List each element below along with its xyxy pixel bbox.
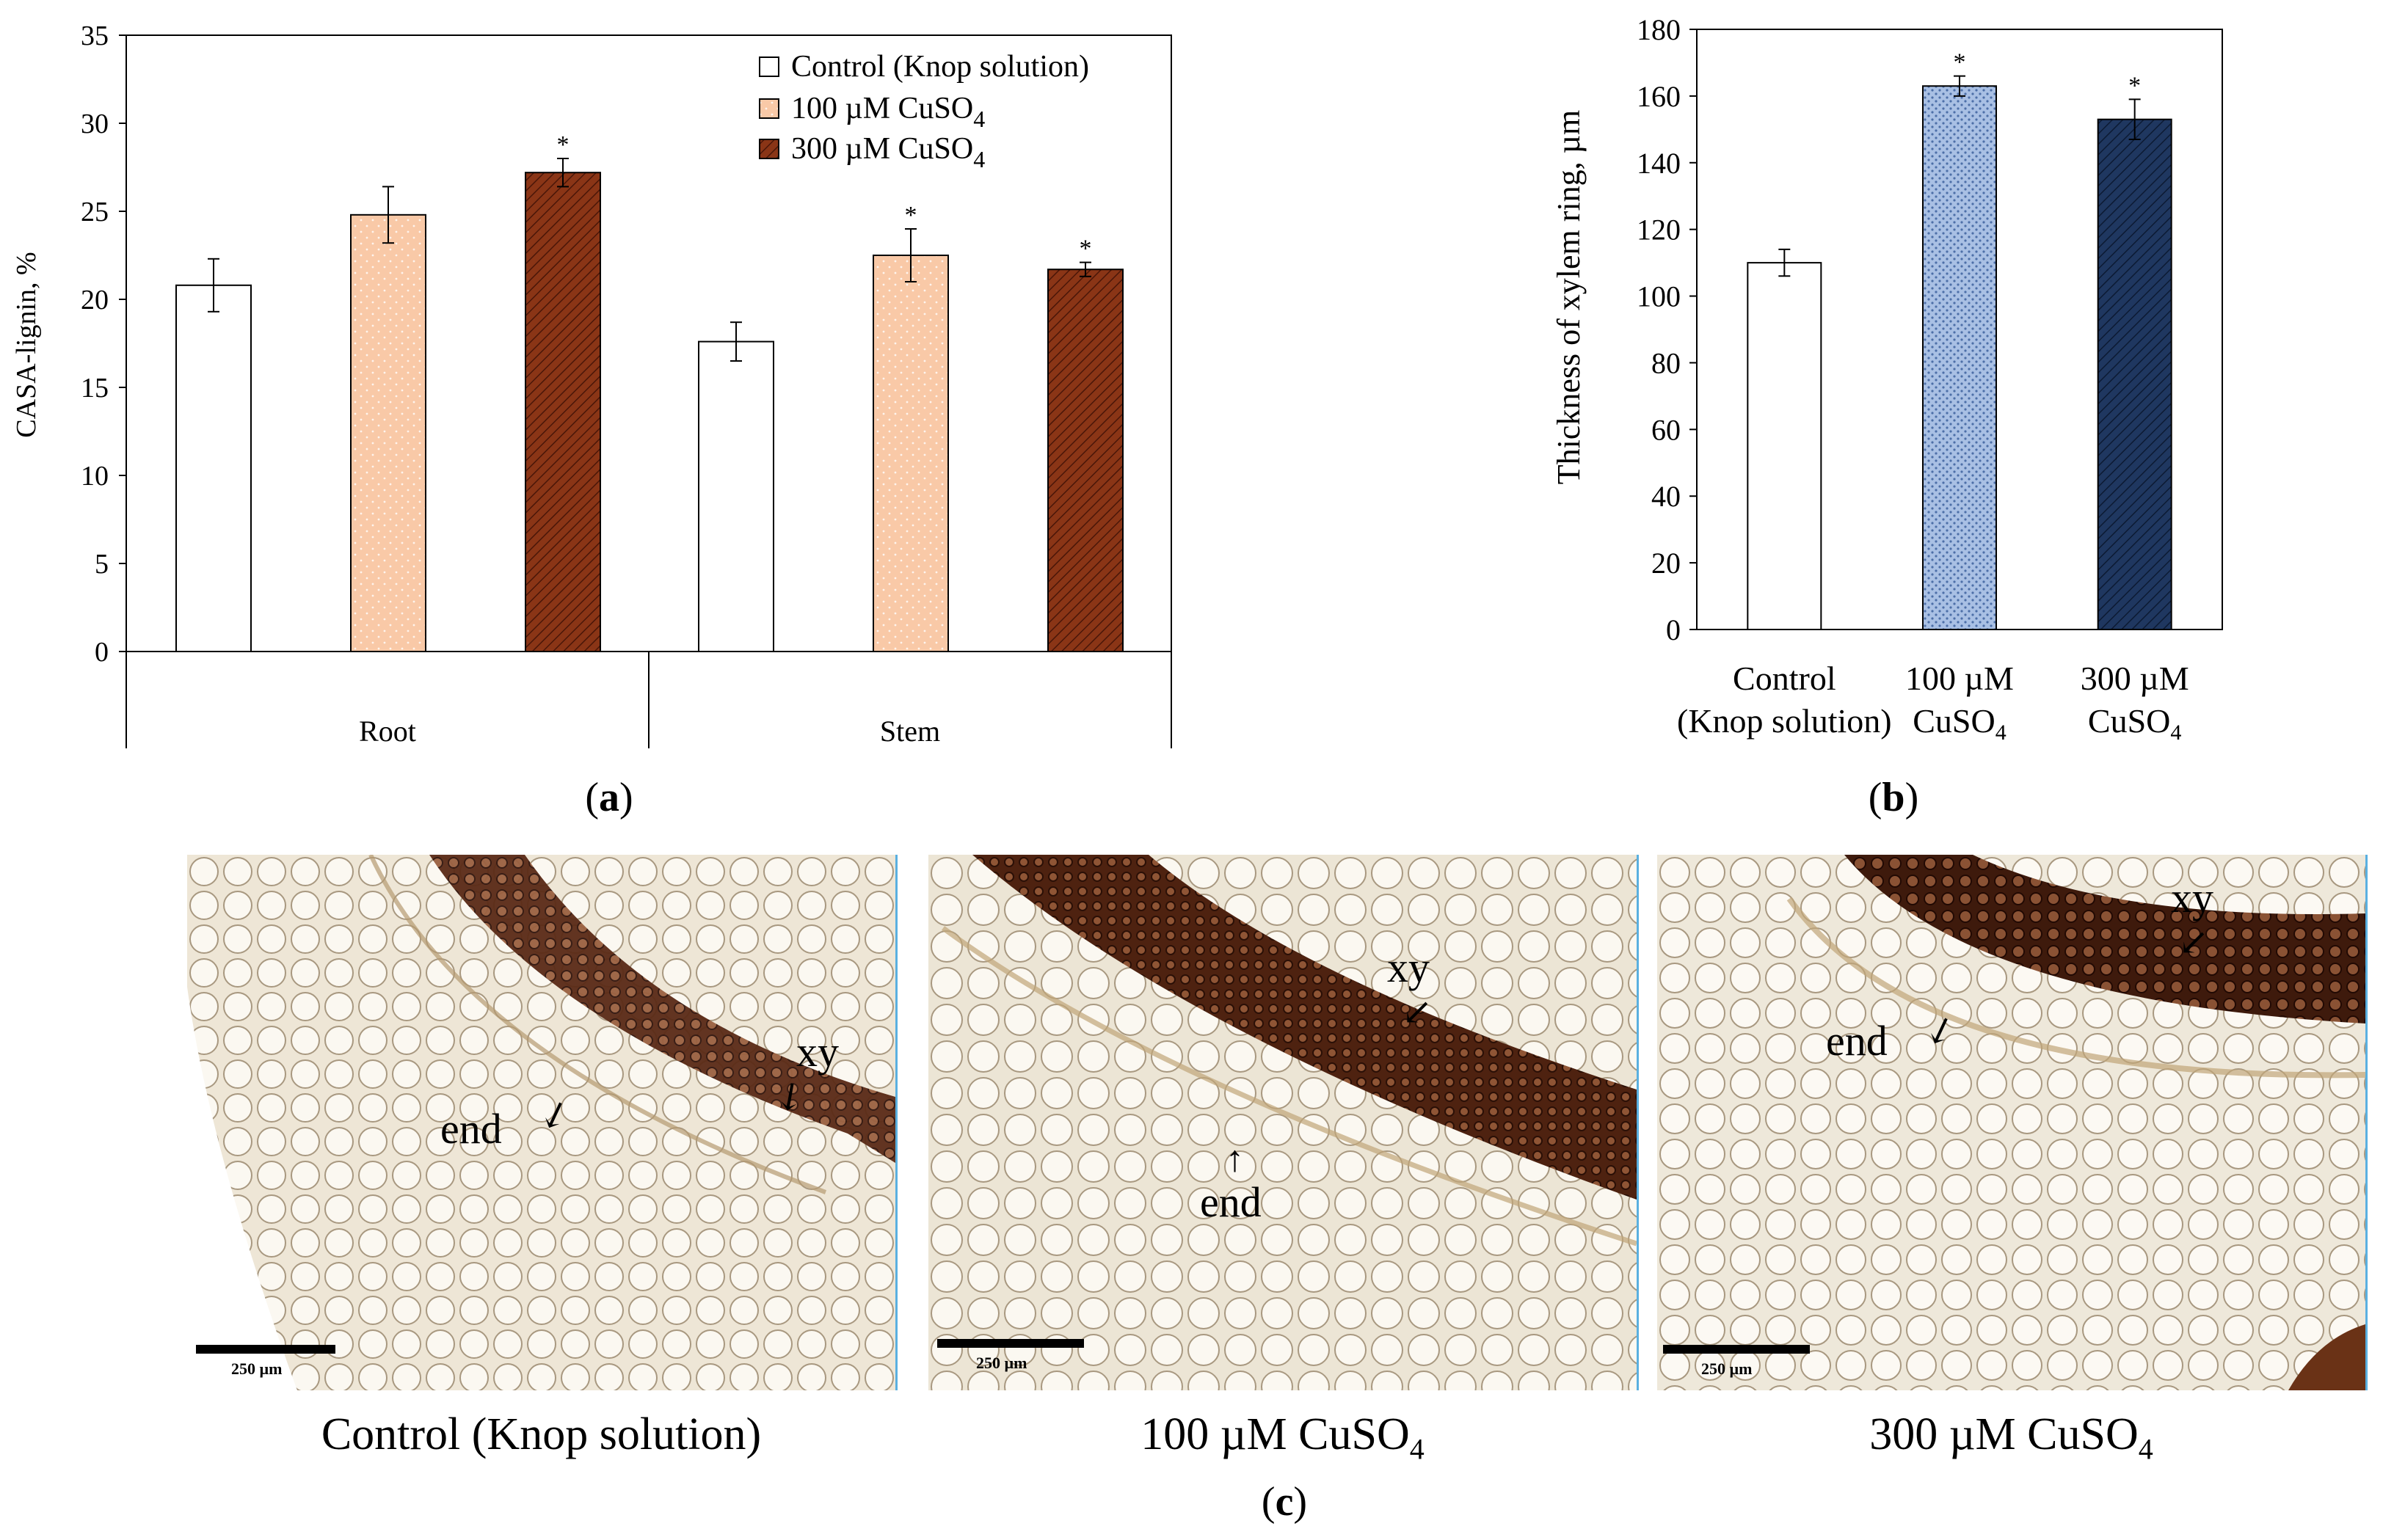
chart-a-ytick-label: 35	[81, 21, 109, 51]
label-end-control: end	[440, 1105, 502, 1153]
caption-300: 300 µM CuSO4	[1869, 1409, 2153, 1466]
chart-b-ytick-label: 100	[1637, 280, 1681, 313]
chart-a-ytick-label: 5	[95, 549, 109, 580]
scale-label-100: 250 µm	[976, 1354, 1027, 1372]
chart-a-axes: 0 5 10 15 20 25 30 35 Root Stem	[81, 21, 1172, 748]
caption-control: Control (Knop solution)	[321, 1409, 762, 1459]
chart-a-bar	[175, 284, 252, 652]
chart-a-ytick-label: 15	[81, 373, 109, 404]
chart-b-bar	[1747, 262, 1822, 630]
micrograph-300: xy ↙ end ↙ 250 µm	[1657, 855, 2368, 1390]
legend-entry-100: 100 µM CuSO4	[791, 92, 985, 132]
arrow-end-100: ↑	[1226, 1138, 1244, 1179]
chart-a-significance-marker: *	[905, 202, 917, 229]
label-end-100: end	[1200, 1178, 1262, 1226]
chart-b-bars: **	[1747, 49, 2172, 630]
chart-b-significance-marker: *	[2128, 72, 2141, 99]
chart-a-ytick-label: 20	[81, 285, 109, 315]
chart-b-ytick-label: 160	[1637, 80, 1681, 113]
legend-swatch-control	[759, 56, 779, 77]
scale-label-300: 250 µm	[1701, 1360, 1753, 1378]
chart-a-bar	[1047, 269, 1124, 652]
chart-b-bar	[1922, 85, 1997, 630]
chart-a-bar	[873, 255, 949, 652]
caption-100: 100 µM CuSO4	[1140, 1409, 1425, 1466]
legend-swatch-100	[759, 98, 779, 119]
chart-b: 0 20 40 60 80 100 120 140 160 180 Control (Knop sol…	[1551, 13, 2223, 745]
chart-b-ytick-label: 20	[1651, 547, 1681, 580]
chart-b-significance-marker: *	[1954, 49, 1966, 76]
arrow-xy-300: ↙	[2178, 922, 2209, 963]
chart-a-ylabel: CASA-lignin, %	[11, 252, 42, 437]
chart-a: 0 5 10 15 20 25 30 35 Root Stem * * * CASA-lignin, …	[11, 21, 1172, 748]
scale-bar-300	[1663, 1345, 1810, 1354]
chart-a-plot-frame	[125, 34, 1172, 652]
chart-b-ytick-label: 40	[1651, 480, 1681, 513]
chart-a-category-label: Stem	[880, 715, 940, 748]
chart-b-ytick-label: 60	[1651, 413, 1681, 446]
chart-a-significance-marker: *	[557, 131, 570, 158]
chart-a-ytick-label: 10	[81, 461, 109, 492]
chart-a-bars: * * *	[175, 131, 1124, 652]
panel-label-b: (b)	[1868, 775, 1919, 820]
chart-b-bar	[2097, 118, 2172, 630]
micrograph-control: xy ↙ end ↙ 250 µm	[187, 855, 898, 1390]
chart-b-category-label-line1: 300 µM	[2081, 660, 2189, 697]
panel-label-a: (a)	[585, 775, 633, 820]
panel-label-c: (c)	[1261, 1479, 1308, 1525]
chart-a-category-label: Root	[359, 715, 416, 748]
scale-bar-100	[937, 1339, 1084, 1348]
chart-b-ytick-label: 120	[1637, 214, 1681, 247]
label-end-300: end	[1826, 1017, 1888, 1065]
chart-a-ytick-label: 0	[95, 637, 109, 668]
chart-b-category-label-line2: CuSO4	[2088, 702, 2181, 745]
chart-a-ytick-label: 25	[81, 197, 109, 227]
legend-entry-300: 300 µM CuSO4	[791, 132, 985, 172]
chart-b-ytick-label: 140	[1637, 147, 1681, 180]
micrograph-100: xy ↙ end ↑ 250 µm	[928, 855, 1639, 1390]
scale-bar-control	[196, 1345, 335, 1354]
chart-b-ytick-label: 80	[1651, 346, 1681, 379]
label-xy-control: xy	[796, 1028, 839, 1076]
chart-b-category-label-line1: Control	[1733, 660, 1836, 697]
legend-entry-control: Control (Knop solution)	[791, 50, 1089, 84]
chart-a-significance-marker: *	[1080, 236, 1092, 263]
chart-a-ytick-label: 30	[81, 109, 109, 139]
label-xy-300: xy	[2171, 874, 2213, 922]
chart-b-category-label-line2: CuSO4	[1913, 702, 2006, 745]
chart-a-bar	[350, 214, 426, 652]
legend-swatch-300	[759, 139, 779, 159]
chart-b-ytick-label: 0	[1666, 613, 1681, 646]
chart-b-ytick-label: 180	[1637, 13, 1681, 46]
chart-b-ylabel: Thickness of xylem ring, µm	[1551, 110, 1587, 485]
chart-b-axes: 0 20 40 60 80 100 120 140 160 180 Control (Knop sol…	[1637, 13, 2223, 745]
arrow-xy-100: ↙	[1402, 991, 1433, 1032]
label-xy-100: xy	[1387, 944, 1430, 991]
scale-label-control: 250 µm	[231, 1360, 283, 1378]
chart-b-category-label-line1: 100 µM	[1905, 660, 2014, 697]
chart-a-bar	[525, 172, 601, 652]
chart-a-bar	[698, 340, 774, 652]
chart-b-category-label-line2: (Knop solution)	[1677, 702, 1892, 740]
chart-a-legend: Control (Knop solution) 100 µM CuSO4 300…	[759, 50, 1089, 172]
